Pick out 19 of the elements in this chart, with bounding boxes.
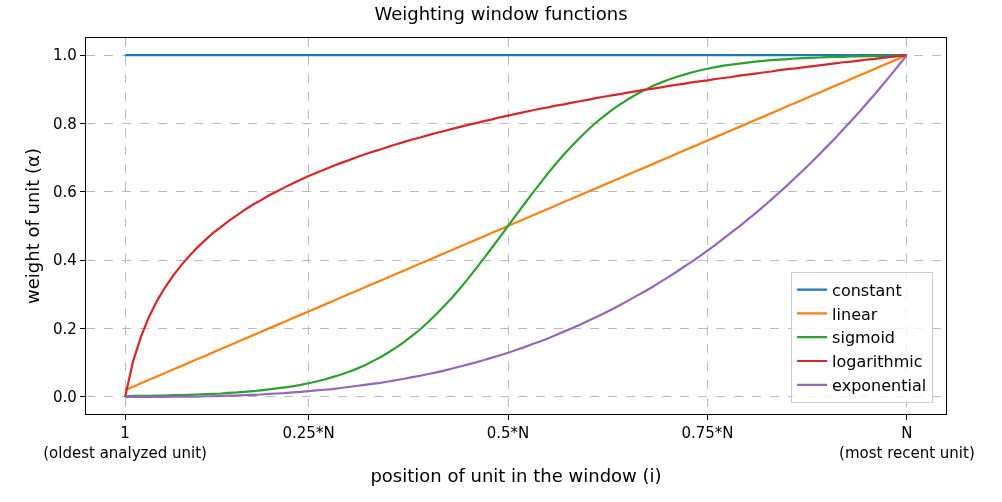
x-tick-label: 0.75*N: [681, 424, 734, 443]
x-tick-label: 1 (oldest analyzed unit): [43, 424, 207, 462]
x-axis-title: position of unit in the window (i): [370, 464, 662, 486]
legend-label: logarithmic: [832, 352, 923, 372]
y-axis-title: weight of unit (α): [22, 148, 44, 304]
legend-label: constant: [832, 280, 902, 300]
x-tick-label: N (most recent unit): [839, 424, 975, 462]
legend-label: exponential: [832, 376, 927, 396]
y-tick-label: 0.2: [52, 319, 77, 338]
legend-label: sigmoid: [832, 328, 896, 348]
chart-title: Weighting window functions: [374, 3, 628, 25]
y-tick-label: 1.0: [52, 46, 77, 65]
y-tick-label: 0.0: [52, 388, 77, 407]
y-tick-label: 0.8: [52, 114, 77, 133]
y-tick-label: 0.4: [52, 251, 77, 270]
x-tick-label: 0.5*N: [486, 424, 530, 443]
x-tick-label: 0.25*N: [282, 424, 335, 443]
y-tick-label: 0.6: [52, 183, 77, 202]
legend-label: linear: [832, 304, 878, 324]
